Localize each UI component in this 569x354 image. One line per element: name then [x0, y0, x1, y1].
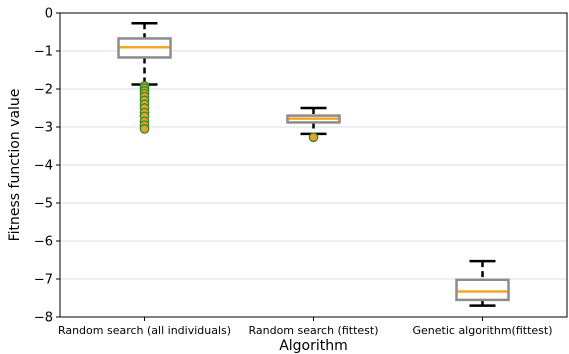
y-axis-ticks: 0 −1 −2 −3 −4 −5 −6 −7 −8 — [34, 7, 60, 326]
y-tick-label: −4 — [34, 159, 53, 174]
x-axis-ticks: Random search (all individuals) Random se… — [58, 317, 553, 337]
x-tick-label: Genetic algorithm(fittest) — [413, 324, 553, 337]
box-series — [117, 22, 510, 307]
y-tick-label: −2 — [34, 83, 53, 98]
box-1 — [117, 22, 172, 134]
box-iqr — [455, 278, 510, 302]
x-tick-label: Random search (fittest) — [248, 324, 378, 337]
y-tick-label: 0 — [45, 7, 53, 22]
y-tick-label: −7 — [34, 273, 53, 288]
x-tick-label: Random search (all individuals) — [58, 324, 231, 337]
x-axis-label: Algorithm — [279, 338, 348, 354]
box-2 — [286, 106, 341, 143]
y-tick-label: −8 — [34, 311, 53, 326]
y-tick-label: −1 — [34, 45, 53, 60]
y-tick-label: −5 — [34, 197, 53, 212]
y-axis-label: Fitness function value — [7, 89, 23, 242]
y-tick-label: −3 — [34, 121, 53, 136]
y-tick-label: −6 — [34, 235, 53, 250]
outlier-point — [308, 132, 319, 143]
box-3 — [455, 259, 510, 307]
outlier-point — [139, 124, 150, 134]
